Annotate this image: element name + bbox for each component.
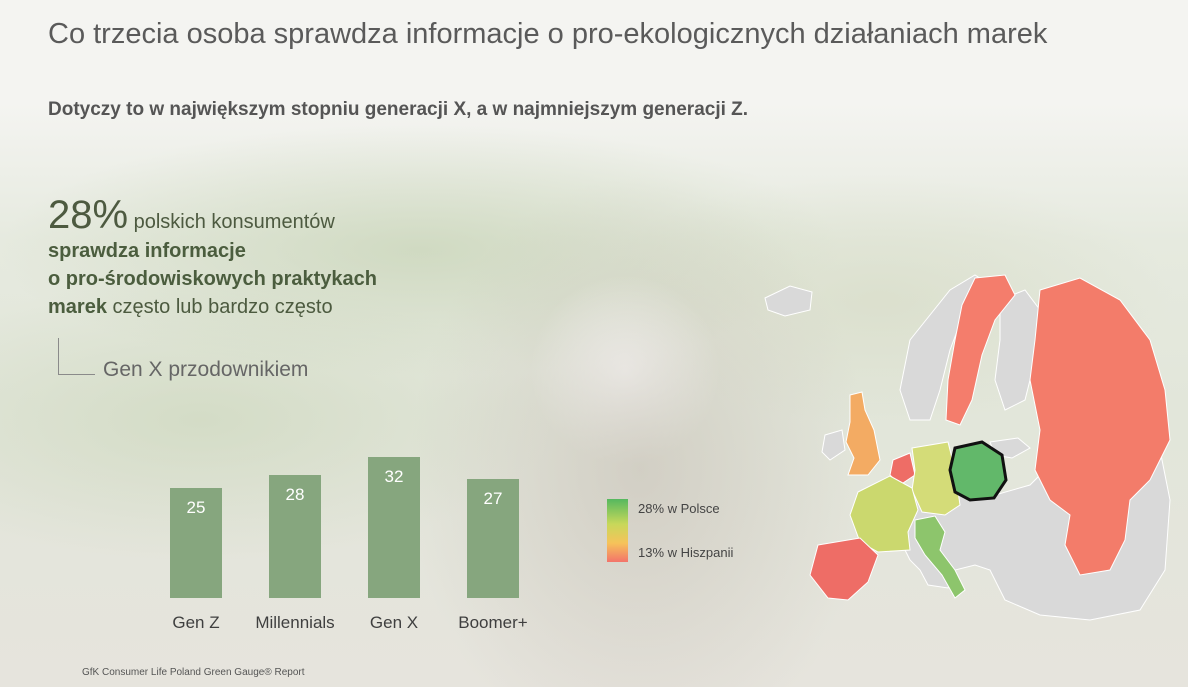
legend-bottom-label: 13% w Hiszpanii <box>638 545 734 560</box>
legend-top-label: 28% w Polsce <box>638 501 720 516</box>
map-uk <box>845 391 881 476</box>
map-neutral-norway <box>899 274 991 421</box>
stat-bold-line1: sprawdza informacje <box>48 240 246 262</box>
map-neutral-finland <box>994 289 1041 411</box>
map-ireland <box>821 429 846 461</box>
map-spain <box>809 537 879 601</box>
key-stat: 28% polskich konsumentów sprawdza inform… <box>48 193 468 321</box>
map-italy <box>914 515 966 599</box>
map-neutral-iceland <box>764 285 813 317</box>
note-bracket <box>58 338 95 375</box>
map-russia <box>1029 277 1171 576</box>
europe-map <box>764 274 1171 621</box>
map-benelux <box>889 452 916 486</box>
map-sweden <box>945 274 1016 426</box>
stat-percent: 28% <box>48 193 129 237</box>
stat-bold-line2: o pro-środowiskowych praktykach <box>48 268 377 290</box>
page-subtitle: Dotyczy to w największym stopniu generac… <box>48 99 749 120</box>
gen-x-note: Gen X przodownikiem <box>103 358 309 381</box>
page-title: Co trzecia osoba sprawdza informacje o p… <box>48 18 1048 50</box>
source-note: GfK Consumer Life Poland Green Gauge® Re… <box>82 667 305 678</box>
map-poland <box>948 440 1008 502</box>
map-germany <box>911 441 961 516</box>
stat-end: często lub bardzo często <box>106 296 333 318</box>
stat-rest: polskich konsumentów <box>128 211 335 233</box>
legend-gradient <box>607 499 628 562</box>
stat-bold-word: marek <box>48 296 107 318</box>
map-france <box>849 475 919 553</box>
